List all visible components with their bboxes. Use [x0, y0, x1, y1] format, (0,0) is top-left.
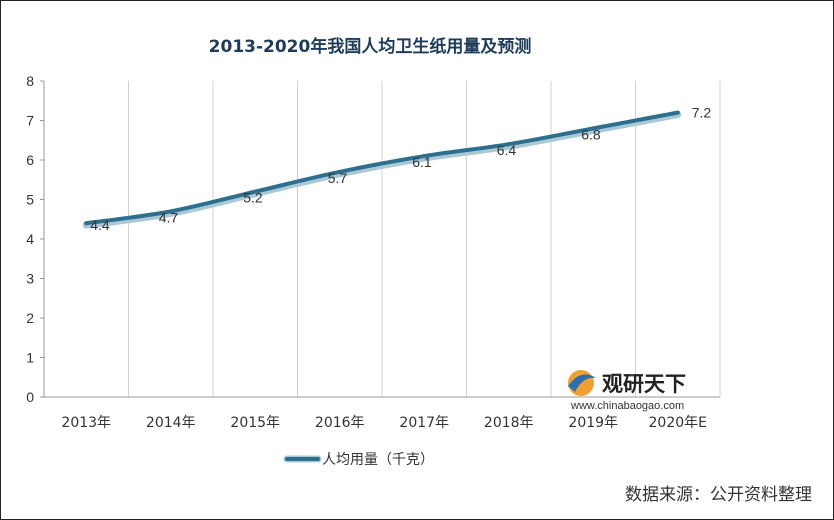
data-labels: 4.4 4.7 5.2 5.7 6.1 6.4 6.8 7.2: [90, 105, 711, 234]
watermark-name: 观研天下: [602, 372, 686, 396]
y-tick-label: 5: [26, 192, 34, 208]
y-axis-ticks: 0 1 2 3 4 5 6 7 8: [26, 73, 44, 405]
x-tick-label: 2020年E: [649, 415, 707, 431]
data-label: 4.7: [159, 209, 179, 225]
series-line: [84, 110, 680, 226]
data-point: [168, 209, 173, 214]
y-tick-label: 1: [26, 350, 34, 366]
x-tick-label: 2016年: [315, 415, 365, 431]
y-tick-label: 6: [26, 152, 34, 168]
x-tick-label: 2018年: [484, 415, 534, 431]
data-label: 5.7: [328, 170, 348, 186]
x-tick-label: 2014年: [146, 415, 196, 431]
watermark-logo: 观研天下 www.chinabaogao.com: [568, 370, 686, 412]
series-group: [82, 110, 682, 229]
source-note: 数据来源：公开资料整理: [625, 485, 812, 505]
data-point: [675, 110, 680, 115]
y-tick-label: 2: [26, 310, 34, 326]
data-label: 5.2: [243, 190, 263, 206]
y-tick-label: 4: [26, 231, 34, 247]
watermark-url: www.chinabaogao.com: [570, 400, 684, 412]
grid-lines: [43, 81, 721, 398]
x-tick-label: 2015年: [230, 415, 280, 431]
data-point: [337, 169, 342, 174]
data-point: [591, 126, 596, 131]
x-tick-label: 2017年: [399, 415, 449, 431]
data-point: [422, 154, 427, 159]
data-label: 6.4: [497, 142, 517, 158]
y-tick-label: 3: [26, 271, 34, 287]
x-tick-label: 2013年: [61, 415, 111, 431]
x-tick-label: 2019年: [568, 415, 618, 431]
data-label: 6.8: [581, 126, 601, 142]
logo-swirl-accent-icon: [568, 374, 596, 392]
y-tick-label: 8: [26, 73, 34, 89]
y-tick-label: 0: [26, 389, 34, 405]
data-point: [506, 142, 511, 147]
x-axis-ticks: 2013年 2014年 2015年 2016年 2017年 2018年 2019年 2020年…: [61, 415, 707, 431]
legend-label: 人均用量（千克）: [322, 452, 434, 468]
data-label: 7.2: [692, 105, 712, 121]
data-point: [84, 221, 89, 226]
chart-title: 2013-2020年我国人均卫生纸用量及预测: [208, 37, 532, 57]
legend: 人均用量（千克）: [283, 452, 434, 468]
data-label: 6.1: [412, 154, 432, 170]
y-tick-label: 7: [26, 113, 34, 129]
data-point: [253, 189, 258, 194]
data-label: 4.4: [90, 217, 110, 233]
